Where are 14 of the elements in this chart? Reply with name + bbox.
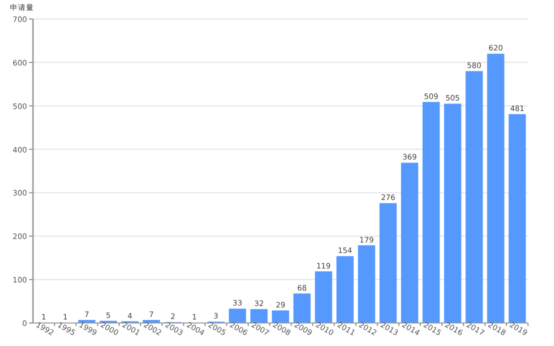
bar (272, 310, 290, 323)
bar (444, 104, 462, 323)
bar (293, 293, 311, 323)
bar (401, 162, 418, 323)
bar (336, 256, 354, 323)
bar (508, 114, 526, 323)
bar (380, 203, 397, 323)
bar (250, 309, 268, 323)
bar (487, 54, 504, 323)
bar (228, 308, 246, 323)
bar (314, 271, 332, 323)
bar (358, 245, 376, 323)
bar (466, 71, 483, 323)
bar (422, 102, 440, 323)
